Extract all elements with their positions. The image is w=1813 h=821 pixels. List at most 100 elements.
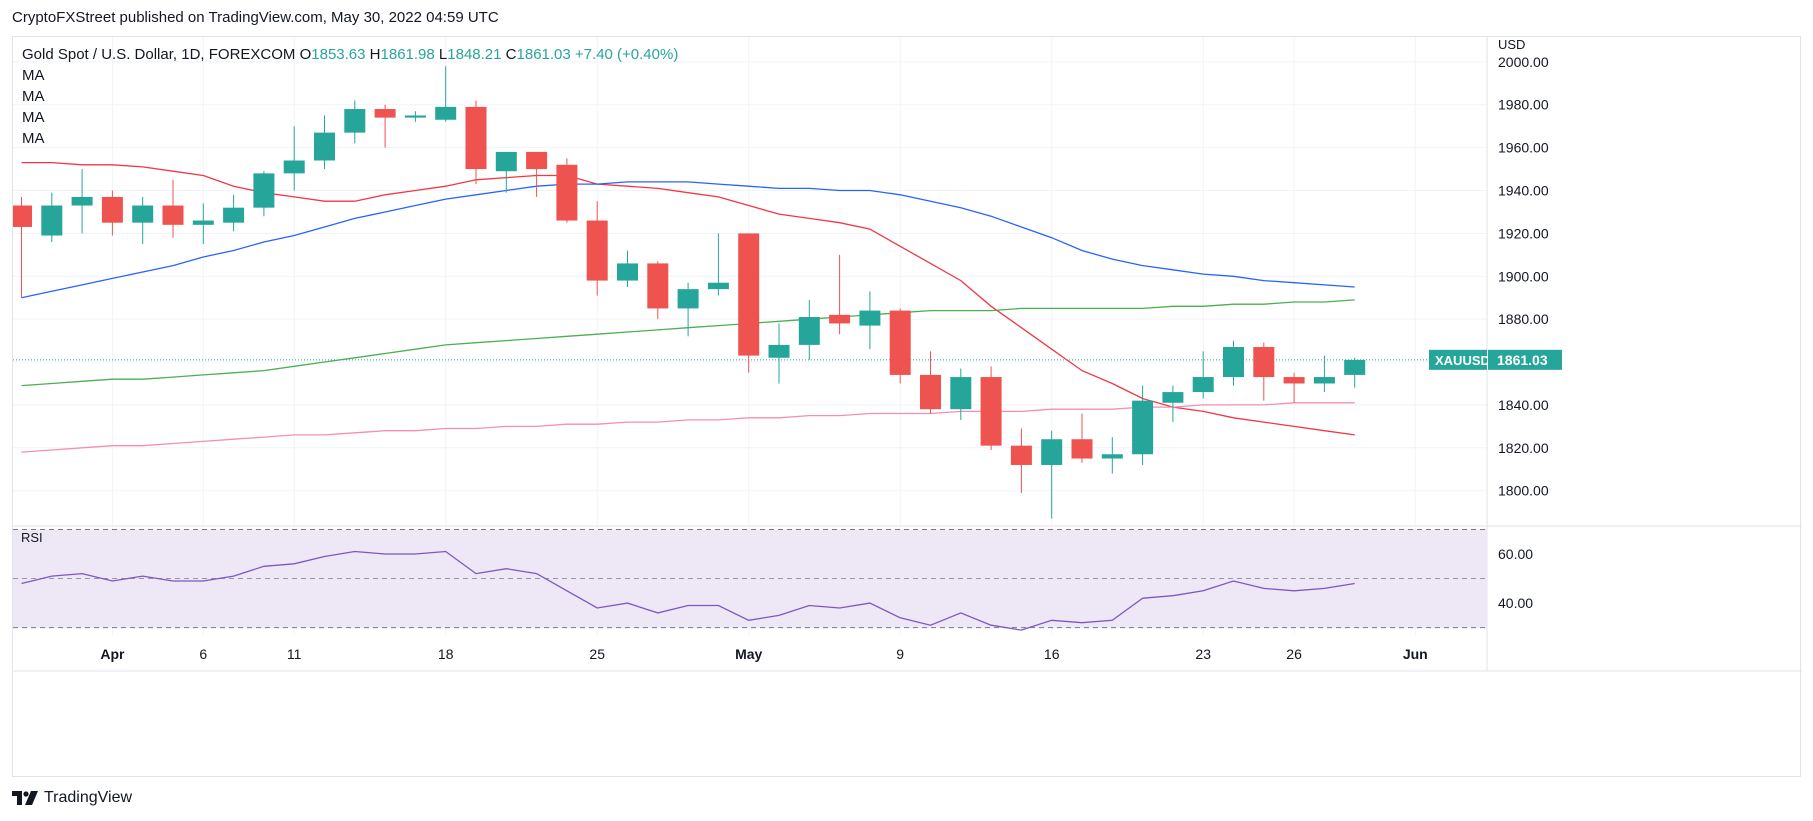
- moving-average-line: [21, 161, 1355, 436]
- close-label: C: [505, 46, 517, 63]
- candle-down: [374, 109, 396, 118]
- price-tick-label: 2000.00: [1498, 54, 1549, 70]
- candle-down: [556, 164, 578, 221]
- low-value: 1848.21: [447, 46, 502, 63]
- time-tick-label: Jun: [1403, 646, 1428, 662]
- ma-legend-item[interactable]: MA: [22, 130, 45, 147]
- candle-up: [859, 310, 881, 326]
- candle-up: [707, 282, 729, 290]
- candle-up: [192, 220, 214, 225]
- candle-up: [404, 115, 426, 118]
- time-tick-label: 25: [589, 646, 605, 662]
- candle-up: [1223, 347, 1244, 378]
- candle-up: [41, 205, 63, 236]
- candle-up: [223, 207, 245, 223]
- time-tick-label: 11: [287, 646, 302, 662]
- tradingview-brand: TradingView: [44, 789, 133, 806]
- candle-up: [768, 344, 790, 358]
- rsi-line: [21, 550, 1355, 631]
- candle-up: [71, 196, 93, 206]
- time-tick-label: 18: [438, 646, 454, 662]
- low-label: L: [438, 46, 448, 63]
- moving-average-line: [21, 402, 1355, 453]
- ma-legend-item[interactable]: MA: [22, 67, 45, 84]
- tradingview-logo-icon: [12, 791, 38, 805]
- candle-up: [1313, 377, 1335, 384]
- candle-up: [1192, 377, 1214, 393]
- time-tick-label: 26: [1286, 646, 1302, 662]
- rsi-tick-label: 60.00: [1498, 546, 1533, 562]
- candle-up: [798, 317, 820, 345]
- candle-down: [13, 205, 32, 227]
- price-tag-value-box: [1488, 349, 1562, 370]
- candle-down: [162, 205, 184, 225]
- price-tick-label: 1880.00: [1498, 311, 1549, 327]
- candle-up: [1132, 400, 1154, 455]
- price-axis-currency: USD: [1498, 37, 1525, 52]
- high-label: H: [369, 46, 381, 63]
- close-value: 1861.03: [516, 46, 571, 63]
- price-tick-label: 1980.00: [1498, 97, 1549, 113]
- price-tick-label: 1940.00: [1498, 183, 1549, 199]
- candle-down: [829, 314, 851, 324]
- candle-up: [314, 132, 335, 161]
- open-value: 1853.63: [311, 46, 366, 63]
- time-tick-label: Apr: [100, 646, 125, 662]
- candle-up: [132, 205, 154, 223]
- ma-legend-item[interactable]: MA: [22, 109, 45, 126]
- candle-down: [586, 220, 608, 281]
- price-tag-value: 1861.03: [1497, 352, 1548, 368]
- candle-up: [1041, 439, 1063, 465]
- candle-down: [647, 263, 669, 309]
- time-tick-label: 6: [199, 646, 207, 662]
- candle-up: [1344, 359, 1366, 375]
- time-tick-label: 9: [896, 646, 904, 662]
- high-value: 1861.98: [380, 46, 435, 63]
- candle-up: [617, 263, 638, 281]
- publisher-header: CryptoFXStreet published on TradingView.…: [12, 9, 499, 26]
- candle-up: [950, 377, 972, 410]
- candle-up: [1101, 454, 1123, 459]
- candle-down: [465, 106, 487, 170]
- candle-down: [1283, 377, 1305, 384]
- time-tick-label: 23: [1195, 646, 1211, 662]
- candle-up: [435, 106, 457, 120]
- candle-up: [344, 109, 366, 133]
- chart-legend: Gold Spot / U.S. Dollar, 1D, FOREXCOM O1…: [22, 44, 678, 149]
- time-tick-label: 16: [1044, 646, 1060, 662]
- candle-up: [1162, 392, 1184, 403]
- moving-average-line: [21, 181, 1355, 299]
- price-tick-label: 1900.00: [1498, 268, 1549, 284]
- candle-up: [283, 160, 305, 174]
- candle-down: [1010, 445, 1032, 465]
- price-tick-label: 1920.00: [1498, 225, 1549, 241]
- rsi-tick-label: 40.00: [1498, 595, 1533, 611]
- ma-legend-item[interactable]: MA: [22, 88, 45, 105]
- candle-down: [920, 374, 941, 410]
- price-tick-label: 1840.00: [1498, 397, 1549, 413]
- candle-down: [1071, 439, 1093, 459]
- candle-down: [738, 233, 760, 356]
- candle-down: [101, 196, 123, 223]
- price-tick-label: 1960.00: [1498, 140, 1549, 156]
- candle-down: [1253, 347, 1275, 378]
- candle-up: [253, 173, 275, 208]
- change-value: +7.40 (+0.40%): [574, 46, 679, 63]
- candle-down: [889, 310, 911, 375]
- price-tick-label: 1800.00: [1498, 483, 1549, 499]
- price-tick-label: 1820.00: [1498, 440, 1549, 456]
- ohlc-row: Gold Spot / U.S. Dollar, 1D, FOREXCOM O1…: [22, 44, 678, 65]
- time-tick-label: May: [735, 646, 762, 662]
- open-label: O: [299, 46, 312, 63]
- candle-down: [526, 151, 548, 170]
- symbol-title[interactable]: Gold Spot / U.S. Dollar, 1D, FOREXCOM: [22, 46, 296, 63]
- chart-frame[interactable]: USD 1800.00 1820.00 1840.00 18 60.00 1880.00 19…: [12, 36, 1802, 778]
- candle-down: [980, 377, 1002, 446]
- rsi-label: RSI: [21, 530, 43, 545]
- price-tag-symbol-box: [1429, 349, 1487, 370]
- tradingview-logo[interactable]: TradingView: [12, 789, 132, 807]
- chart-canvas[interactable]: USD 1800.00 1820.00 1840.00 18 60.00 1880.00 19…: [13, 37, 1802, 778]
- candle-up: [677, 289, 699, 309]
- candle-up: [495, 151, 517, 172]
- price-tag-symbol: XAUUSD: [1435, 353, 1490, 368]
